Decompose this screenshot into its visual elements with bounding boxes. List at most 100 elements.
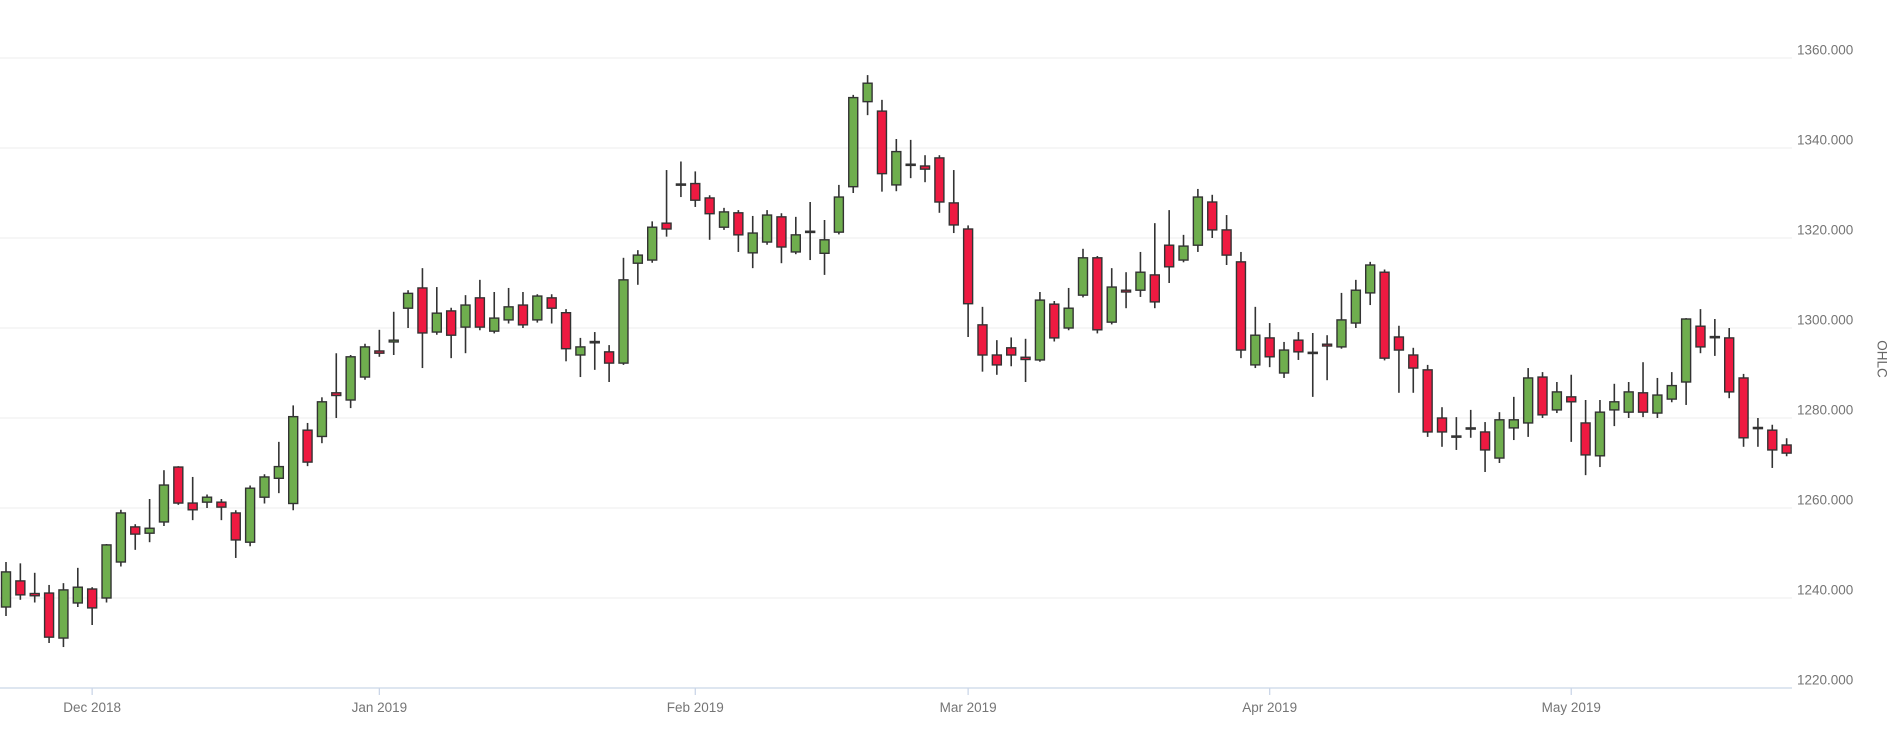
candlestick[interactable] <box>216 499 227 521</box>
candlestick[interactable] <box>546 294 557 324</box>
candlestick[interactable] <box>1623 382 1634 418</box>
candlestick[interactable] <box>804 202 816 261</box>
candlestick[interactable] <box>517 292 529 328</box>
candlestick[interactable] <box>761 210 773 245</box>
candlestick[interactable] <box>144 499 155 543</box>
candlestick[interactable] <box>43 584 55 643</box>
candlestick[interactable] <box>632 250 644 285</box>
candlestick[interactable] <box>474 279 486 331</box>
candlestick[interactable] <box>704 195 715 240</box>
candlestick[interactable] <box>589 332 600 370</box>
candlestick[interactable] <box>1034 292 1046 362</box>
candlestick[interactable] <box>1680 318 1692 405</box>
candlestick[interactable] <box>934 155 945 213</box>
candlestick[interactable] <box>259 474 270 504</box>
candlestick[interactable] <box>187 476 198 521</box>
candlestick[interactable] <box>1049 301 1060 342</box>
candlestick[interactable] <box>1580 400 1591 476</box>
candlestick[interactable] <box>15 563 26 600</box>
candlestick[interactable] <box>1077 248 1089 298</box>
candlestick[interactable] <box>503 287 514 324</box>
candlestick[interactable] <box>1652 377 1663 418</box>
candlestick[interactable] <box>661 170 672 237</box>
candlestick[interactable] <box>1494 412 1505 463</box>
candlestick[interactable] <box>72 567 84 607</box>
candlestick[interactable] <box>1422 364 1433 437</box>
candlestick[interactable] <box>1192 188 1204 252</box>
candlestick[interactable] <box>905 139 916 179</box>
candlestick[interactable] <box>374 329 385 357</box>
candlestick[interactable] <box>848 94 859 193</box>
candlestick[interactable] <box>575 337 586 378</box>
candlestick[interactable] <box>173 466 184 505</box>
candlestick[interactable] <box>273 441 285 494</box>
candlestick[interactable] <box>1609 383 1620 427</box>
candlestick[interactable] <box>1135 251 1146 297</box>
candlestick[interactable] <box>977 306 988 372</box>
candlestick[interactable] <box>1781 438 1792 457</box>
candlestick[interactable] <box>675 161 687 198</box>
candlestick[interactable] <box>1393 325 1405 393</box>
candlestick[interactable] <box>647 221 658 263</box>
candlestick[interactable] <box>1321 335 1333 381</box>
candlestick[interactable] <box>402 290 414 328</box>
candlestick[interactable] <box>532 294 543 323</box>
candlestick[interactable] <box>359 343 371 380</box>
candlestick[interactable] <box>1709 319 1721 356</box>
candlestick[interactable] <box>1695 309 1706 354</box>
candlestick[interactable] <box>1207 194 1218 238</box>
candlestick[interactable] <box>417 268 428 369</box>
candlestick[interactable] <box>790 216 801 255</box>
candlestick[interactable] <box>1250 306 1261 369</box>
candlestick[interactable] <box>1364 261 1376 306</box>
candlestick[interactable] <box>1508 396 1520 441</box>
candlestick[interactable] <box>1006 337 1017 367</box>
candlestick[interactable] <box>1408 347 1419 393</box>
candlestick[interactable] <box>1594 400 1606 468</box>
candlestick[interactable] <box>101 544 112 603</box>
candlestick[interactable] <box>1235 251 1247 359</box>
candlestick[interactable] <box>1637 362 1649 418</box>
candlestick[interactable] <box>1566 374 1577 442</box>
candlestick[interactable] <box>991 340 1003 375</box>
candlestick[interactable] <box>316 397 328 444</box>
candlestick[interactable] <box>1350 279 1362 328</box>
candlestick[interactable] <box>1149 223 1161 309</box>
candlestick[interactable] <box>1092 256 1103 334</box>
candlestick[interactable] <box>1264 323 1275 368</box>
candlestick[interactable] <box>388 311 399 355</box>
candlestick[interactable] <box>919 155 931 183</box>
candlestick[interactable] <box>288 405 299 511</box>
candlestick[interactable] <box>1767 424 1778 468</box>
candlestick[interactable] <box>115 509 127 567</box>
candlestick[interactable] <box>201 494 213 509</box>
candlestick[interactable] <box>1020 338 1031 382</box>
candlestick[interactable] <box>345 355 356 409</box>
candlestick[interactable] <box>29 572 40 603</box>
candlestick[interactable] <box>431 287 442 335</box>
candlestick[interactable] <box>776 213 787 264</box>
candlestick[interactable] <box>891 139 902 192</box>
candlestick[interactable] <box>560 309 572 362</box>
candlestick[interactable] <box>962 225 974 337</box>
candlestick[interactable] <box>1336 292 1347 349</box>
candlestick[interactable] <box>1723 328 1735 399</box>
candlestick[interactable] <box>1738 373 1749 447</box>
candlestick[interactable] <box>158 470 170 526</box>
candlestick[interactable] <box>1551 382 1563 414</box>
candlestick[interactable] <box>1221 215 1232 265</box>
candlestick[interactable] <box>733 210 744 252</box>
candlestick[interactable] <box>58 583 69 648</box>
candlestick[interactable] <box>1106 268 1117 325</box>
candlestick[interactable] <box>1752 418 1764 447</box>
candlestick[interactable] <box>833 184 845 235</box>
candlestick[interactable] <box>302 422 313 467</box>
candlestick[interactable] <box>603 345 615 382</box>
candlestick[interactable] <box>244 485 256 547</box>
candlestick[interactable] <box>1479 422 1491 472</box>
candlestick[interactable] <box>1465 409 1476 438</box>
candlestick[interactable] <box>230 510 241 558</box>
candlestick[interactable] <box>819 220 830 275</box>
candlestick[interactable] <box>1522 368 1534 437</box>
